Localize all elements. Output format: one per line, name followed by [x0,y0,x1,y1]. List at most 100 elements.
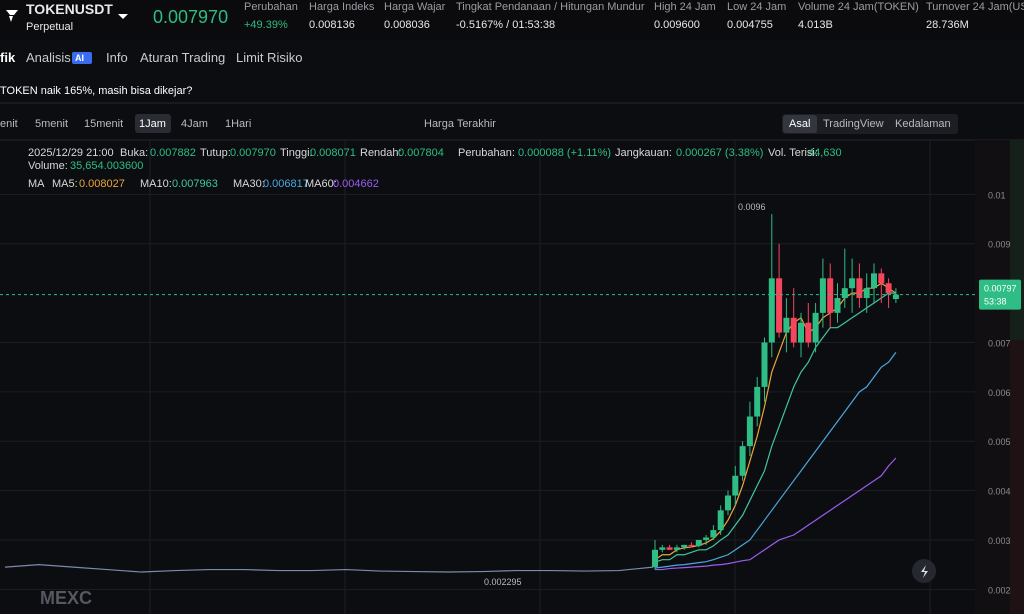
stat-value: 0.009600 [654,19,700,31]
ma-line [654,292,896,563]
candle-body [688,544,695,546]
price-tag-text: 0.00797 [984,284,1017,294]
interval-active[interactable] [135,114,171,133]
interval[interactable]: 1Hari [225,118,252,130]
interval[interactable]: 5menit [35,118,69,130]
y-tick-label: 0.006 [988,388,1011,398]
candle-body [871,273,877,289]
interval[interactable]: 15menit [84,118,124,130]
candle-body [739,446,746,476]
stat-value: 0.004755 [727,19,773,31]
candle-body [703,537,710,540]
stat-value: 28.736M [926,19,969,31]
info-label: Rendah: [360,147,402,159]
ma-name: MA30: [233,178,265,190]
candle-body [746,416,753,447]
candle-body [754,386,761,417]
info-value: 44,630 [808,147,842,159]
candle-body [710,530,717,538]
ma-line [654,282,897,561]
candle-body [892,294,899,300]
candle-body [761,342,768,387]
candle-body [695,539,702,546]
info-value: 0.007970 [230,147,276,159]
candle-body [798,322,804,343]
symbol[interactable]: TOKENUSDT [26,1,113,17]
stat-label: Perubahan [244,1,298,13]
interval[interactable]: 4Jam [181,118,208,130]
y-tick-label: 0.009 [988,240,1011,250]
info-value: 0.000088 (+1.11%) [518,147,612,159]
tab[interactable]: Limit Risiko [236,50,303,65]
info-label: Perubahan: [458,147,515,159]
tab[interactable]: Analisis [26,50,71,65]
candle-body [659,547,666,550]
ma-line [655,457,897,571]
dropdown[interactable] [118,14,128,19]
stat-label: Low 24 Jam [727,1,787,13]
bar-time: 2025/12/29 21:00 [28,147,114,159]
info-value: 35,654.003600 [70,160,144,172]
ma-name: MA10: [140,178,172,190]
candle-body [841,288,848,299]
candle-body [790,317,797,343]
depth-bar [1010,340,1024,614]
ma-name: MA60: [305,178,337,190]
ma-value: 0.008027 [79,178,125,190]
stat-value: 0.008036 [384,19,430,31]
view-option[interactable]: Kedalaman [895,118,951,130]
low-label: 0.002295 [484,577,522,587]
info-label: Buka: [120,147,149,159]
candle-body [768,278,775,343]
interval[interactable]: 1Jam [139,118,166,130]
logo [6,10,18,22]
info-label: Vol. Terisi: [768,147,818,159]
ma-value: 0.006817 [263,178,309,190]
candle-body [805,322,812,343]
last-price: 0.007970 [153,7,229,27]
candle-body [856,278,863,299]
tab[interactable]: fik [0,50,16,65]
view-active[interactable] [783,115,817,133]
tab[interactable]: Aturan Trading [140,50,226,65]
candle-body [673,547,680,550]
interval[interactable]: enit [0,118,18,130]
price-type[interactable]: Harga Terakhir [424,118,496,130]
stat-value: 4.013B [798,19,833,31]
y-tick-label: 0.005 [988,437,1011,447]
candle-body [776,278,783,333]
candle-body [783,317,790,333]
info-value: 0.007882 [150,147,196,159]
y-tick-label: 0.002 [988,585,1011,595]
ai-badge: AI [75,53,84,63]
view-option[interactable]: Asal [789,118,811,130]
tab[interactable]: Info [106,50,128,65]
candle-body [834,298,841,313]
y-tick-label: 0.01 [988,190,1006,200]
candle-body [849,278,856,289]
ma-line [654,351,897,569]
v-grid [149,140,931,614]
info-label: Tutup: [200,147,231,159]
candle-body [878,273,885,284]
view-switch[interactable] [782,114,958,134]
stat-label: High 24 Jam [654,1,716,13]
history-line [4,564,654,573]
y-tick-label: 0.004 [988,487,1011,497]
candle-body [812,312,819,343]
stat-value: -0.5167% / 01:53:38 [456,19,556,31]
stat-label: Turnover 24 Jam(US [926,1,1024,13]
info-value: 0.007804 [398,147,444,159]
candle-body [819,278,826,313]
stat-label: Tingkat Pendanaan / Hitungan Mundur [456,1,645,13]
stat-label: Harga Indeks [309,1,375,13]
watermark: MEXC [40,588,92,608]
depth-bar [1010,140,1024,340]
candle-body [666,547,673,550]
candle-body [827,278,834,313]
candle-body [732,475,739,496]
info-label: Jangkauan: [615,147,672,159]
view-option[interactable]: TradingView [823,118,884,130]
ma-label: MA [28,178,45,190]
